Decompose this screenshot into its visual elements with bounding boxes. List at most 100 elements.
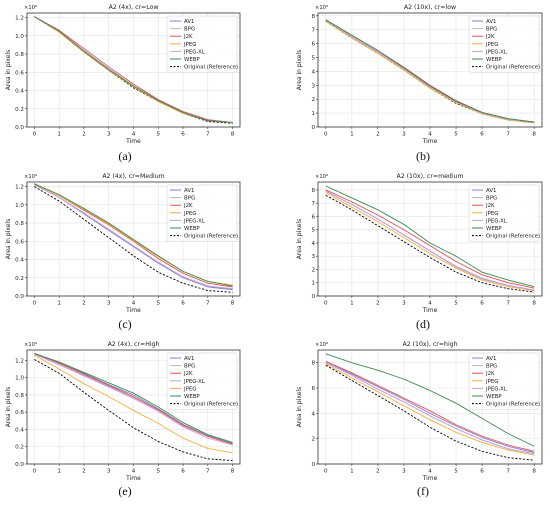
x-tick-label: 5 [454,301,458,307]
x-tick-label: 8 [231,469,235,475]
x-tick-label: 5 [156,132,160,138]
y-tick-label: 0.0 [15,294,24,300]
x-tick-label: 6 [480,132,484,138]
panel-sublabel: (a) [118,149,131,163]
legend-label: WEBP [486,394,502,400]
legend-label: JPEG-XL [183,49,205,55]
legend-label: JPEG-XL [485,218,507,224]
chart-title: A2 (4x), cr=Low [109,4,159,11]
x-tick-label: 5 [156,301,160,307]
legend-label: BPG [486,364,497,370]
y-tick-label: 0.2 [15,107,24,113]
legend-label: JPEG [183,42,196,48]
y-tick-label: 5 [311,55,315,61]
series-line-av1 [325,360,535,454]
series-line-original-reference- [34,359,233,461]
legend-label: WEBP [486,226,502,232]
y-tick-label: 0.0 [15,125,24,131]
y-tick-label: 2 [311,267,315,273]
y-scale-label: ×10⁶ [315,174,328,180]
x-tick-label: 7 [206,301,210,307]
y-tick-label: 4 [311,241,315,247]
x-tick-label: 8 [532,132,536,138]
y-tick-label: 1.2 [15,185,24,191]
y-tick-label: 0.6 [15,239,24,245]
y-scale-label: ×10⁶ [24,5,37,11]
chart-title: A2 (10x), cr=medium [397,173,464,180]
x-tick-label: 1 [57,301,61,307]
legend-label: WEBP [184,226,200,232]
y-scale-label: ×10⁶ [24,174,37,180]
legend-label: J2K [485,371,495,377]
panel-sublabel: (e) [118,484,131,498]
y-tick-label: 0.8 [15,221,24,227]
x-tick-label: 3 [402,132,406,138]
x-tick-label: 6 [181,469,185,475]
y-tick-label: 3 [311,83,315,89]
x-tick-label: 8 [532,301,536,307]
panel-sublabel: (c) [118,317,131,331]
chart-panel-d: A2 (10x), cr=medium ×10⁶ 0 1 2 3 4 5 6 7 8 0 1 2 3 4 5 6 7… [296,173,543,314]
x-tick-label: 0 [324,469,328,475]
y-tick-label: 1.2 [15,358,24,364]
legend-label: AV1 [486,188,496,194]
y-axis-label: Area in pixels [5,387,12,427]
x-tick-label: 3 [107,132,111,138]
x-tick-label: 0 [33,469,37,475]
legend-label: JPEG [485,42,498,48]
y-tick-label: 2 [311,97,315,103]
x-tick-label: 8 [231,132,235,138]
y-tick-label: 0 [311,462,315,468]
y-tick-label: 6 [311,214,315,220]
x-tick-label: 2 [376,469,380,475]
y-tick-label: 0.8 [15,52,24,58]
panel-sublabel: (b) [416,149,430,163]
chart-panel-c: A2 (4x), cr=Medium ×10⁶ 0.0 0.2 0.4 0.6 0.8 1.0… [5,173,241,314]
x-tick-label: 7 [206,132,210,138]
x-tick-label: 3 [107,469,111,475]
y-tick-label: 8 [311,361,315,367]
y-tick-label: 1.0 [15,376,24,382]
legend-label: WEBP [184,57,200,63]
x-tick-label: 7 [506,301,510,307]
series-line-jpeg-xl [325,190,535,291]
series-lines [325,353,535,461]
legend-label: Original (Reference) [184,402,238,408]
series-line-j2k [34,16,233,123]
x-tick-label: 3 [107,301,111,307]
legend-label: JPEG [183,211,196,217]
y-tick-label: 1 [311,281,315,287]
chart-panel-e: A2 (4x), cr=High ×10⁶ 0.0 0.2 0.4 0.6 0.8 1.0 1.… [5,341,241,482]
x-tick-label: 1 [57,132,61,138]
y-tick-label: 0.2 [15,276,24,282]
y-scale-label: ×10⁶ [315,5,328,11]
legend-label: AV1 [184,19,194,25]
series-line-original-reference- [34,186,233,293]
x-tick-label: 2 [82,301,86,307]
y-tick-label: 0.4 [15,258,24,264]
legend-label: Original (Reference) [184,65,238,71]
legend-label: JPEG-XL [485,49,507,55]
series-line-webp [325,185,535,288]
x-tick-label: 2 [82,469,86,475]
series-line-j2k [325,360,535,452]
y-tick-label: 6 [311,42,315,48]
y-axis-label: Area in pixels [5,50,12,90]
series-line-jpeg [325,20,535,124]
chart-panel-b: A2 (10x), cr=low ×10⁶ 0 1 2 3 4 5 6 7 8 0 1 2 3 4 5 6 7 8 Ti… [296,4,543,145]
x-tick-label: 7 [206,469,210,475]
chart-title: A2 (4x), cr=High [108,341,160,348]
chart-title: A2 (4x), cr=Medium [102,173,164,180]
y-tick-label: 7 [311,28,315,34]
x-tick-label: 7 [506,469,510,475]
legend-label: JPEG-XL [183,379,205,385]
legend-label: Original (Reference) [486,402,540,408]
x-axis-label: Time [125,307,141,314]
y-scale-label: ×10⁶ [315,342,328,348]
legend-label: Original (Reference) [184,234,238,240]
y-tick-label: 0.4 [15,89,24,95]
chart-title: A2 (10x), cr=low [404,4,456,11]
y-scale-label: ×10⁶ [24,342,37,348]
chart-panel-a: A2 (4x), cr=Low ×10⁶ 0.0 0.2 0.4 0.6 0.8 1.0 1.2… [5,4,241,145]
